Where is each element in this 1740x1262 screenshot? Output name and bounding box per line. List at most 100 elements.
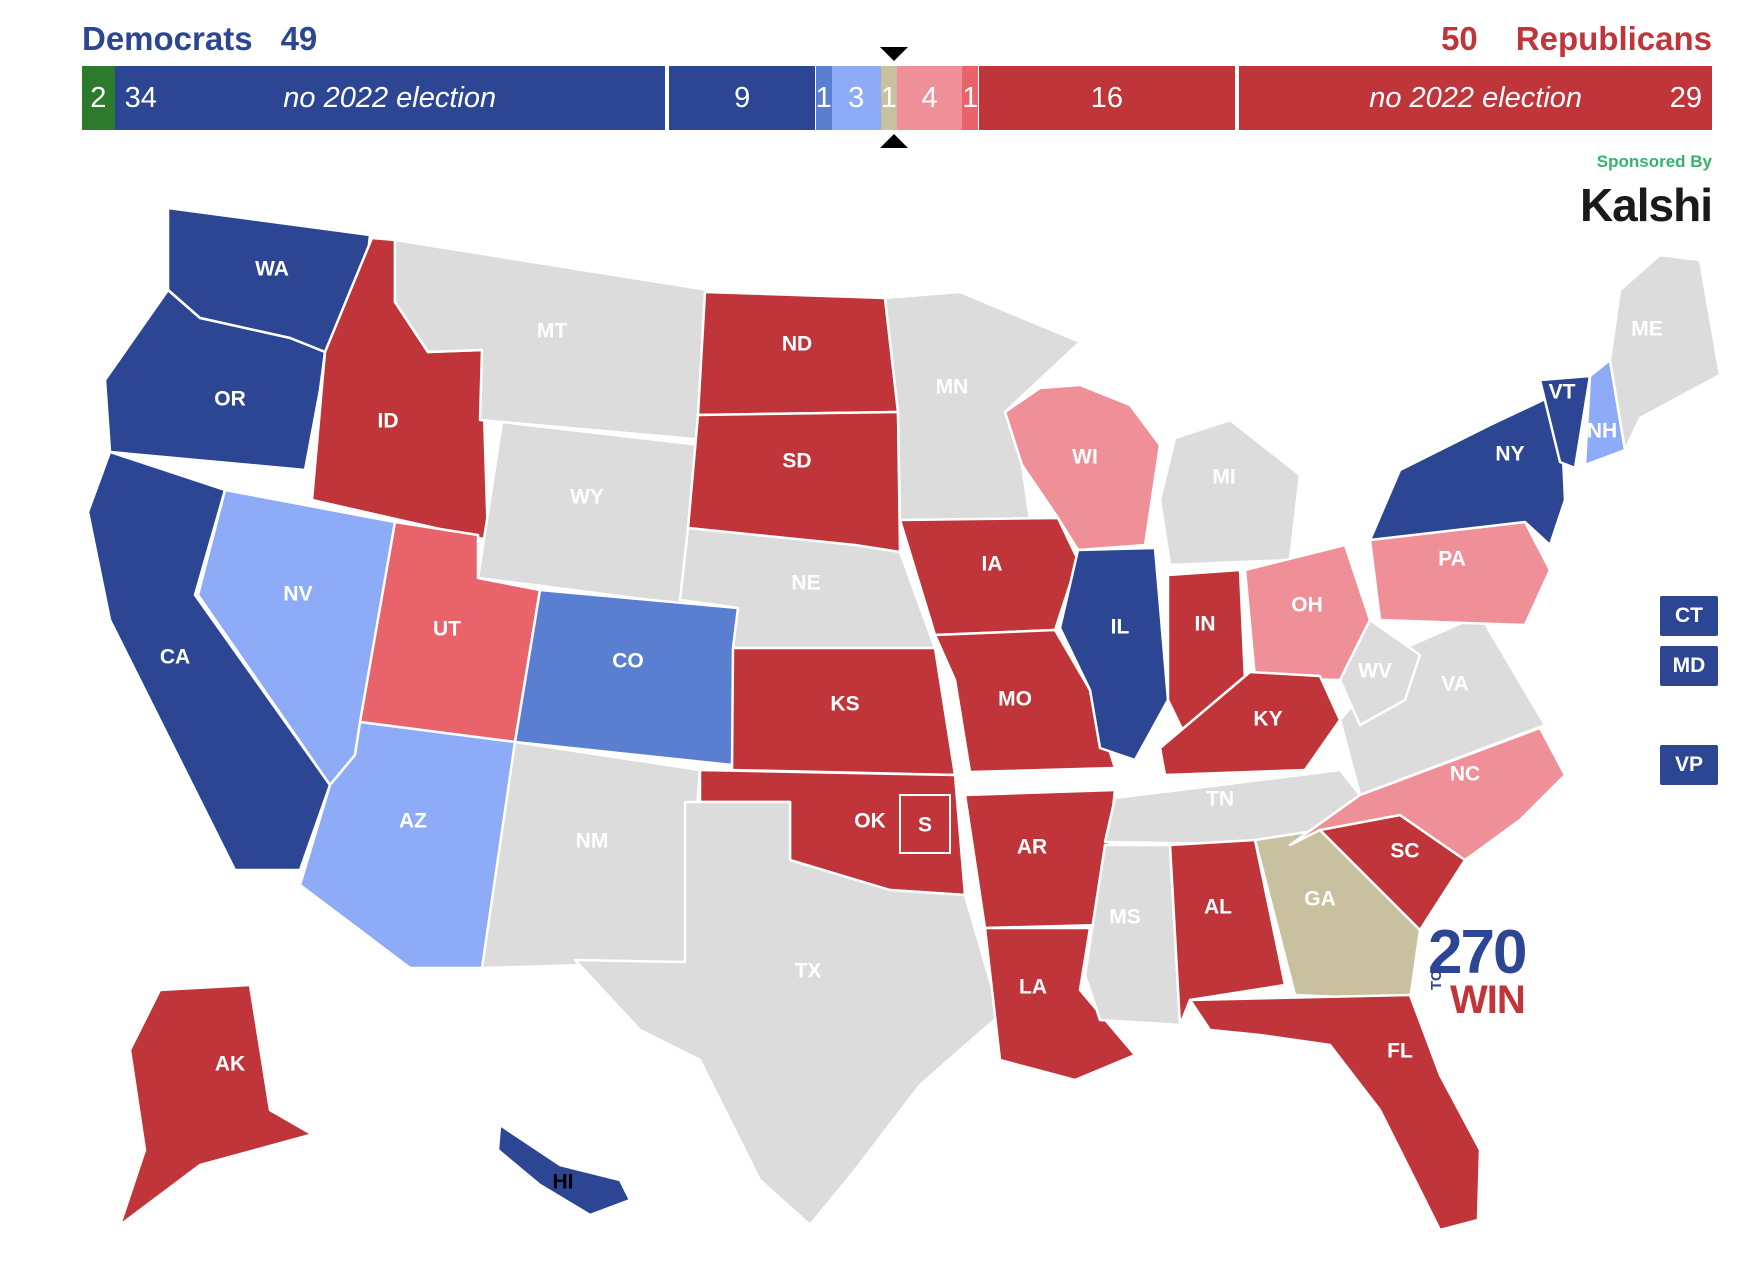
state-label-wi: WI	[1072, 446, 1098, 469]
state-label-mo: MO	[998, 688, 1032, 711]
kalshi-logo[interactable]: Kalshi	[1579, 179, 1713, 231]
state-label-az: AZ	[399, 810, 427, 833]
state-label-tx: TX	[795, 960, 822, 983]
no-election-note: no 2022 election	[1369, 82, 1583, 114]
state-label-mi: MI	[1212, 466, 1235, 489]
seat-balance-bar: 2 34 no 2022 election 9 1 3 1 4 1 16 29 no 2022 ele…	[82, 66, 1712, 130]
state-label-or: OR	[214, 388, 246, 411]
state-label-la: LA	[1019, 976, 1047, 999]
state-label-fl: FL	[1387, 1040, 1413, 1063]
state-nm[interactable]	[480, 740, 702, 970]
state-ny[interactable]	[1368, 390, 1567, 547]
bar-segment-9: 29 no 2022 election	[1239, 66, 1712, 130]
state-label-nd: ND	[782, 333, 812, 356]
state-label-wv: WV	[1358, 660, 1392, 683]
state-label-ak: AK	[215, 1053, 245, 1076]
state-label-al: AL	[1204, 896, 1232, 919]
state-label-wa: WA	[255, 258, 289, 281]
bar-segment-7: 1	[962, 66, 979, 130]
state-tx[interactable]	[573, 800, 1002, 1227]
majority-marker-bottom	[880, 134, 908, 148]
state-label-va: VA	[1441, 673, 1469, 696]
state-ia[interactable]	[898, 516, 1080, 637]
state-wy[interactable]	[476, 420, 702, 607]
state-label-nm: NM	[576, 830, 609, 853]
state-mi[interactable]	[1158, 418, 1302, 567]
bar-segment-5: 1	[880, 66, 897, 130]
logo-270: 270	[1428, 918, 1527, 987]
state-label-wy: WY	[570, 486, 604, 509]
bar-segment-value: 34	[124, 82, 157, 114]
state-label-mt: MT	[537, 320, 567, 343]
state-box-ct[interactable]: CT	[1660, 596, 1718, 636]
state-label-ga: GA	[1304, 888, 1336, 911]
state-label-vt: VT	[1549, 381, 1576, 404]
bar-segment-6: 4	[897, 66, 963, 130]
state-wi[interactable]	[1003, 383, 1162, 552]
logo-win: WIN	[1450, 978, 1526, 1022]
democrats-label: Democrats	[82, 20, 253, 57]
republicans-label: Republicans	[1515, 20, 1712, 57]
vp-box[interactable]: VP	[1660, 745, 1718, 785]
bar-segment-value: 16	[1090, 82, 1124, 114]
state-label-ar: AR	[1017, 836, 1047, 859]
republicans-total: 50	[1441, 20, 1478, 57]
bar-segment-value: 1	[962, 82, 979, 114]
bar-segment-value: 29	[1669, 82, 1702, 114]
state-vt[interactable]	[1538, 374, 1592, 470]
state-label-ia: IA	[982, 553, 1003, 576]
state-label-co: CO	[612, 650, 644, 673]
state-label-sc: SC	[1390, 840, 1419, 863]
state-label-mn: MN	[936, 376, 969, 399]
state-label-in: IN	[1195, 613, 1216, 636]
republicans-header: 50 Republicans	[1441, 20, 1712, 58]
bar-segment-value: 3	[848, 82, 865, 114]
state-label-sd: SD	[782, 450, 811, 473]
state-label-nv: NV	[283, 583, 312, 606]
state-label-il: IL	[1111, 616, 1130, 639]
state-hi[interactable]	[496, 1123, 632, 1217]
state-al[interactable]	[1168, 838, 1287, 1027]
state-label-ut: UT	[433, 618, 461, 641]
state-label-ca: CA	[160, 646, 190, 669]
state-me[interactable]	[1608, 253, 1722, 452]
bar-segment-value: 9	[734, 82, 751, 114]
state-il[interactable]	[1058, 546, 1170, 762]
democrats-total: 49	[280, 20, 318, 57]
state-co[interactable]	[513, 588, 740, 767]
bar-segment-8: 16	[978, 66, 1236, 130]
bar-segment-3: 1	[815, 66, 832, 130]
bar-segment-0: 2	[82, 66, 115, 130]
state-label-ne: NE	[791, 572, 820, 595]
bar-segment-4: 3	[831, 66, 881, 130]
state-label-oh: OH	[1291, 594, 1323, 617]
bar-segment-value: 2	[90, 82, 107, 114]
bar-segment-value: 1	[815, 82, 832, 114]
state-label-ny: NY	[1495, 443, 1524, 466]
state-ak[interactable]	[118, 983, 402, 1227]
state-ms[interactable]	[1083, 843, 1182, 1027]
democrats-header: Democrats 49	[82, 20, 317, 58]
logo-to: TO	[1428, 969, 1445, 990]
state-label-ks: KS	[830, 693, 859, 716]
state-wv[interactable]	[1338, 618, 1422, 727]
270towin-logo[interactable]: 270 TO WIN	[1428, 918, 1546, 1023]
bar-segment-2: 9	[668, 66, 816, 130]
state-label-tn: TN	[1206, 788, 1234, 811]
state-label-me: ME	[1631, 318, 1663, 341]
state-box-md[interactable]: MD	[1660, 646, 1718, 686]
majority-marker-top	[880, 47, 908, 61]
state-ar[interactable]	[963, 788, 1117, 930]
ok-special-election-box[interactable]: S	[899, 794, 951, 854]
state-mo[interactable]	[933, 628, 1117, 774]
state-fl[interactable]	[1188, 993, 1482, 1232]
bar-segment-value: 1	[880, 82, 897, 114]
state-label-pa: PA	[1438, 548, 1466, 571]
state-la[interactable]	[983, 926, 1137, 1082]
state-label-id: ID	[378, 410, 399, 433]
bar-segment-value: 4	[921, 82, 938, 114]
state-label-ok: OK	[854, 810, 886, 833]
state-or[interactable]	[103, 288, 327, 472]
ok-special-label: S	[918, 814, 932, 837]
